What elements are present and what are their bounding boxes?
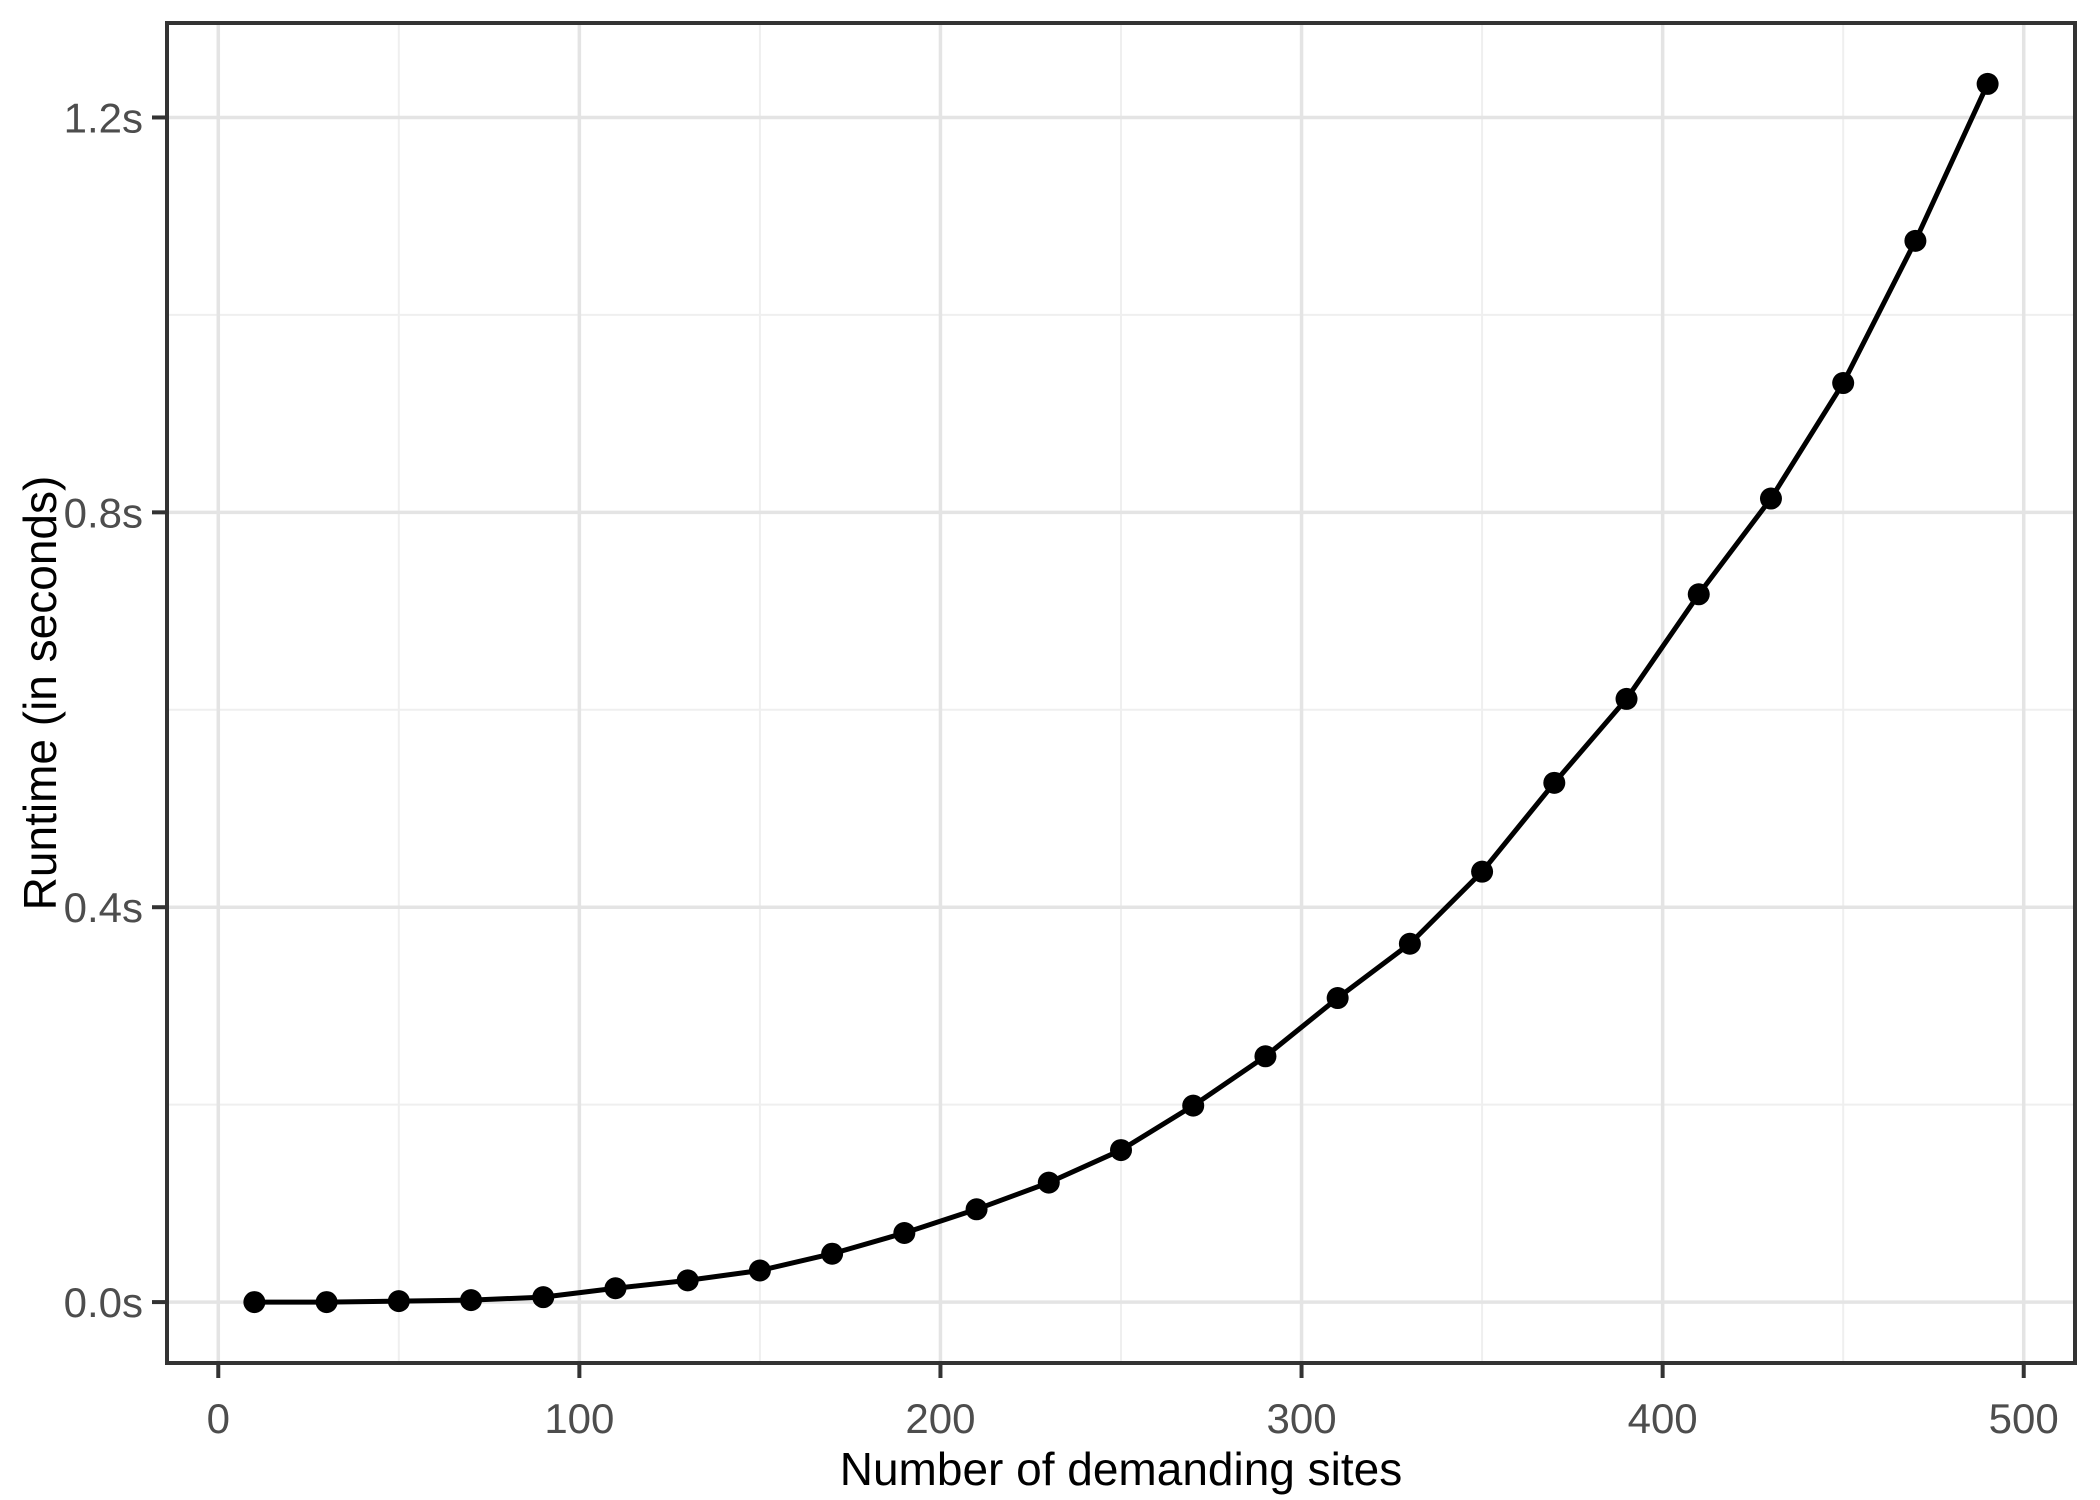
data-point — [1904, 229, 1927, 252]
data-point — [965, 1198, 988, 1221]
data-point — [387, 1290, 410, 1313]
data-point — [1398, 932, 1421, 955]
x-tick-label: 400 — [1628, 1395, 1698, 1442]
data-point — [748, 1259, 771, 1282]
x-tick-label: 100 — [544, 1395, 614, 1442]
data-point — [893, 1221, 916, 1244]
data-point — [1110, 1139, 1132, 1162]
data-point — [1615, 687, 1638, 710]
x-tick-label: 200 — [905, 1395, 975, 1442]
data-point — [315, 1291, 338, 1314]
data-point — [532, 1286, 555, 1309]
panel-border — [165, 21, 2077, 1365]
x-axis-title: Number of demanding sites — [839, 1443, 1403, 1495]
y-axis-title: Runtime (in seconds) — [14, 475, 66, 911]
data-point — [1759, 487, 1782, 510]
data-point — [604, 1277, 627, 1300]
data-point — [1254, 1045, 1277, 1068]
data-point — [460, 1289, 483, 1312]
data-point — [1182, 1094, 1205, 1117]
data-point — [1543, 771, 1566, 794]
y-tick-label: 0.0s — [64, 1279, 143, 1326]
y-tick-label: 1.2s — [64, 94, 143, 141]
data-point — [676, 1269, 699, 1292]
x-tick-label: 300 — [1267, 1395, 1337, 1442]
data-point — [1326, 987, 1349, 1010]
data-point — [821, 1242, 844, 1265]
x-tick-label: 0 — [207, 1395, 230, 1442]
data-point — [1037, 1171, 1060, 1194]
y-tick-label: 0.8s — [64, 489, 143, 536]
data-point — [1976, 72, 1999, 95]
data-point — [243, 1291, 266, 1314]
data-point — [1471, 860, 1494, 883]
data-point — [1687, 583, 1710, 606]
y-tick-label: 0.4s — [64, 884, 143, 931]
x-tick-label: 500 — [1989, 1395, 2059, 1442]
data-point — [1832, 372, 1855, 395]
